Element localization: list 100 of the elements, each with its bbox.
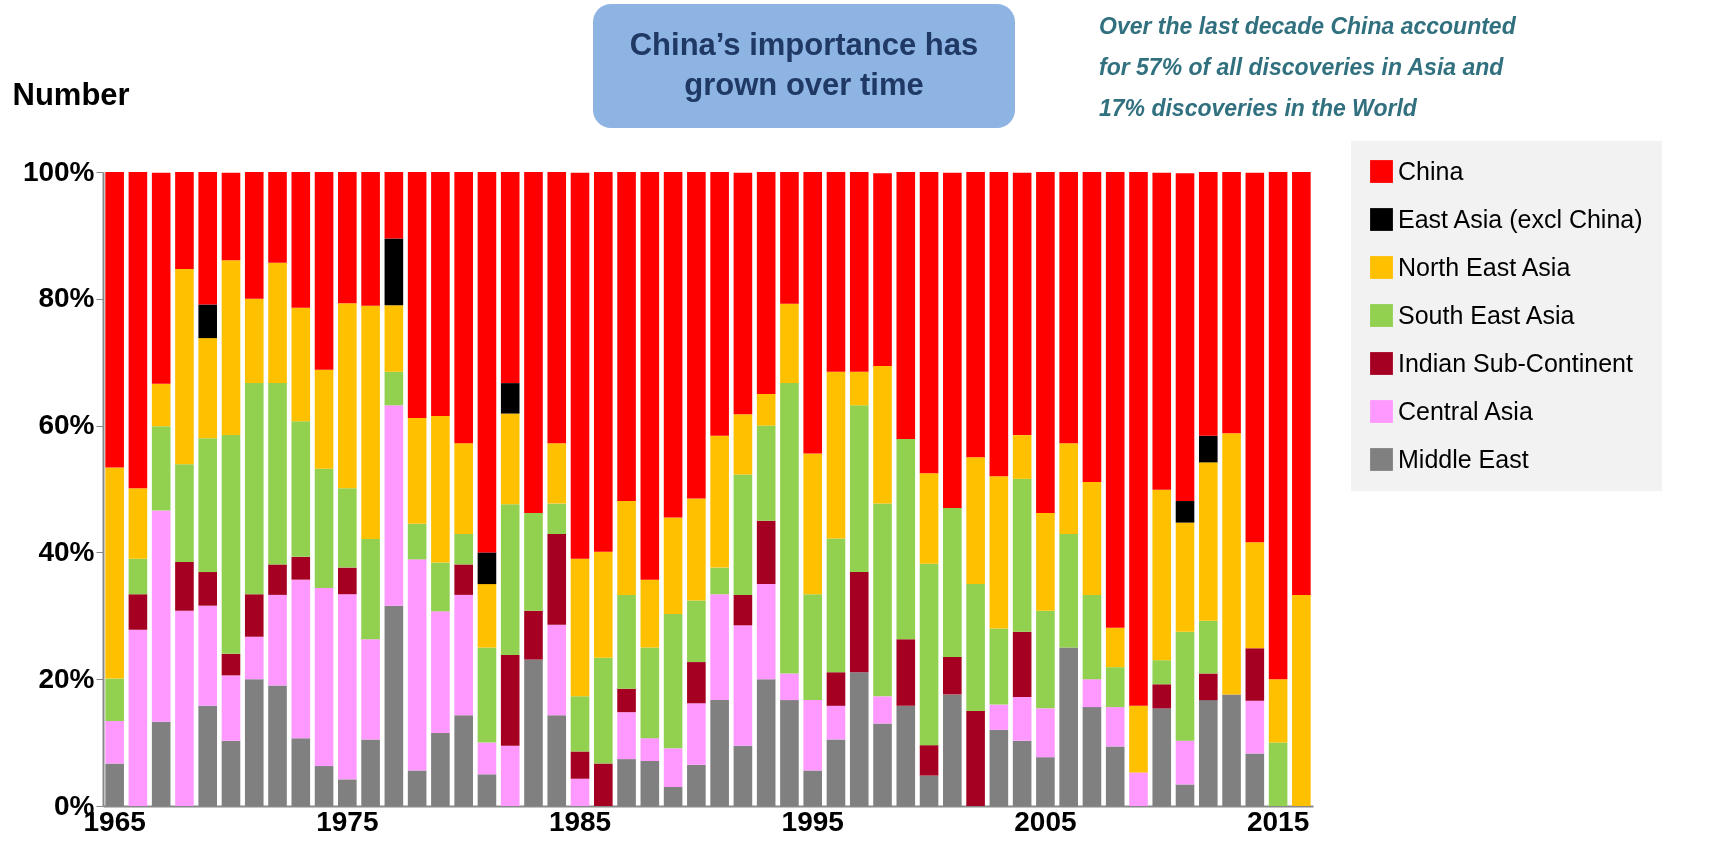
bar xyxy=(617,594,636,689)
bar xyxy=(1082,482,1102,595)
legend-label: South East Asia xyxy=(1398,300,1575,329)
bar xyxy=(244,636,264,680)
bar xyxy=(338,172,357,304)
bar xyxy=(105,721,124,764)
bar xyxy=(221,653,241,676)
bar xyxy=(454,564,473,595)
bar xyxy=(570,778,590,806)
legend-label: North East Asia xyxy=(1398,252,1571,281)
bar xyxy=(849,572,869,673)
bar xyxy=(1175,522,1195,632)
bar xyxy=(966,710,985,806)
bar xyxy=(1198,435,1218,463)
bar xyxy=(547,534,567,625)
bar xyxy=(1105,667,1125,708)
bar xyxy=(151,383,171,427)
bar xyxy=(175,269,194,465)
bar xyxy=(384,172,404,239)
bar xyxy=(384,405,404,606)
bar xyxy=(407,523,427,560)
bar xyxy=(221,172,241,261)
bar xyxy=(617,712,636,760)
bar xyxy=(663,172,683,518)
bar xyxy=(361,539,380,640)
bar xyxy=(244,594,264,637)
x-tick-label: 2015 xyxy=(1246,805,1310,837)
bar xyxy=(756,520,776,585)
bar xyxy=(244,172,264,299)
bar xyxy=(221,435,241,654)
bar xyxy=(873,503,892,697)
bar xyxy=(1175,740,1195,785)
bar xyxy=(1012,631,1032,697)
bar xyxy=(198,172,218,305)
bar xyxy=(687,703,706,765)
bar xyxy=(384,371,404,406)
bar xyxy=(338,303,357,489)
bar xyxy=(710,594,729,701)
bar xyxy=(1036,172,1055,514)
bar xyxy=(803,594,823,701)
bar xyxy=(756,584,776,680)
bar xyxy=(1082,172,1102,483)
bar xyxy=(896,438,916,640)
bar xyxy=(384,305,404,372)
bar xyxy=(989,172,1009,477)
bar xyxy=(268,383,287,565)
bar xyxy=(756,172,776,394)
bar xyxy=(1105,172,1125,628)
bar xyxy=(1012,172,1032,436)
bar xyxy=(500,504,520,656)
bar xyxy=(1175,631,1195,741)
x-tick-label: 1985 xyxy=(548,805,612,837)
bar xyxy=(710,435,729,568)
bar xyxy=(803,172,823,454)
bar xyxy=(1292,172,1311,595)
bar xyxy=(593,763,613,806)
bar xyxy=(105,678,124,722)
bar xyxy=(151,426,171,511)
bar xyxy=(198,338,218,439)
bar xyxy=(454,172,473,444)
bar xyxy=(524,610,543,660)
bar xyxy=(198,605,218,706)
bar xyxy=(989,704,1009,730)
bar xyxy=(1012,435,1032,479)
bar xyxy=(1059,443,1078,535)
bar xyxy=(663,613,683,749)
bar xyxy=(361,172,380,306)
bar xyxy=(547,624,567,716)
bar xyxy=(175,610,194,806)
bar xyxy=(1175,173,1195,502)
bar xyxy=(338,567,357,595)
bar xyxy=(640,738,660,761)
bar xyxy=(1198,172,1218,436)
bar xyxy=(1105,707,1125,747)
bar xyxy=(617,172,636,502)
bar xyxy=(663,748,683,787)
bar xyxy=(1129,772,1148,806)
text: Over the last decade China accounted for 57% of all discoveries in Asia and 17% discoveries in the World xyxy=(1099,13,1517,121)
x-tick-label: 1975 xyxy=(316,805,379,837)
bar xyxy=(500,383,520,414)
chart-title: China’s importance has grown over time xyxy=(629,27,979,102)
bar xyxy=(314,468,334,588)
bar xyxy=(1129,705,1148,773)
bar xyxy=(1152,172,1172,490)
bar xyxy=(780,172,799,304)
bar xyxy=(919,745,939,776)
bar xyxy=(966,457,985,585)
bar xyxy=(500,413,520,505)
bar xyxy=(1036,610,1055,709)
bar xyxy=(593,657,613,764)
legend-label: China xyxy=(1398,156,1464,185)
bar xyxy=(570,696,590,752)
bar xyxy=(524,513,543,611)
bar xyxy=(989,628,1009,705)
bar xyxy=(1245,648,1265,701)
legend-label: Middle East xyxy=(1398,444,1529,473)
bar xyxy=(826,371,846,539)
bar xyxy=(919,172,939,474)
bar xyxy=(454,534,473,565)
bar xyxy=(547,172,567,444)
